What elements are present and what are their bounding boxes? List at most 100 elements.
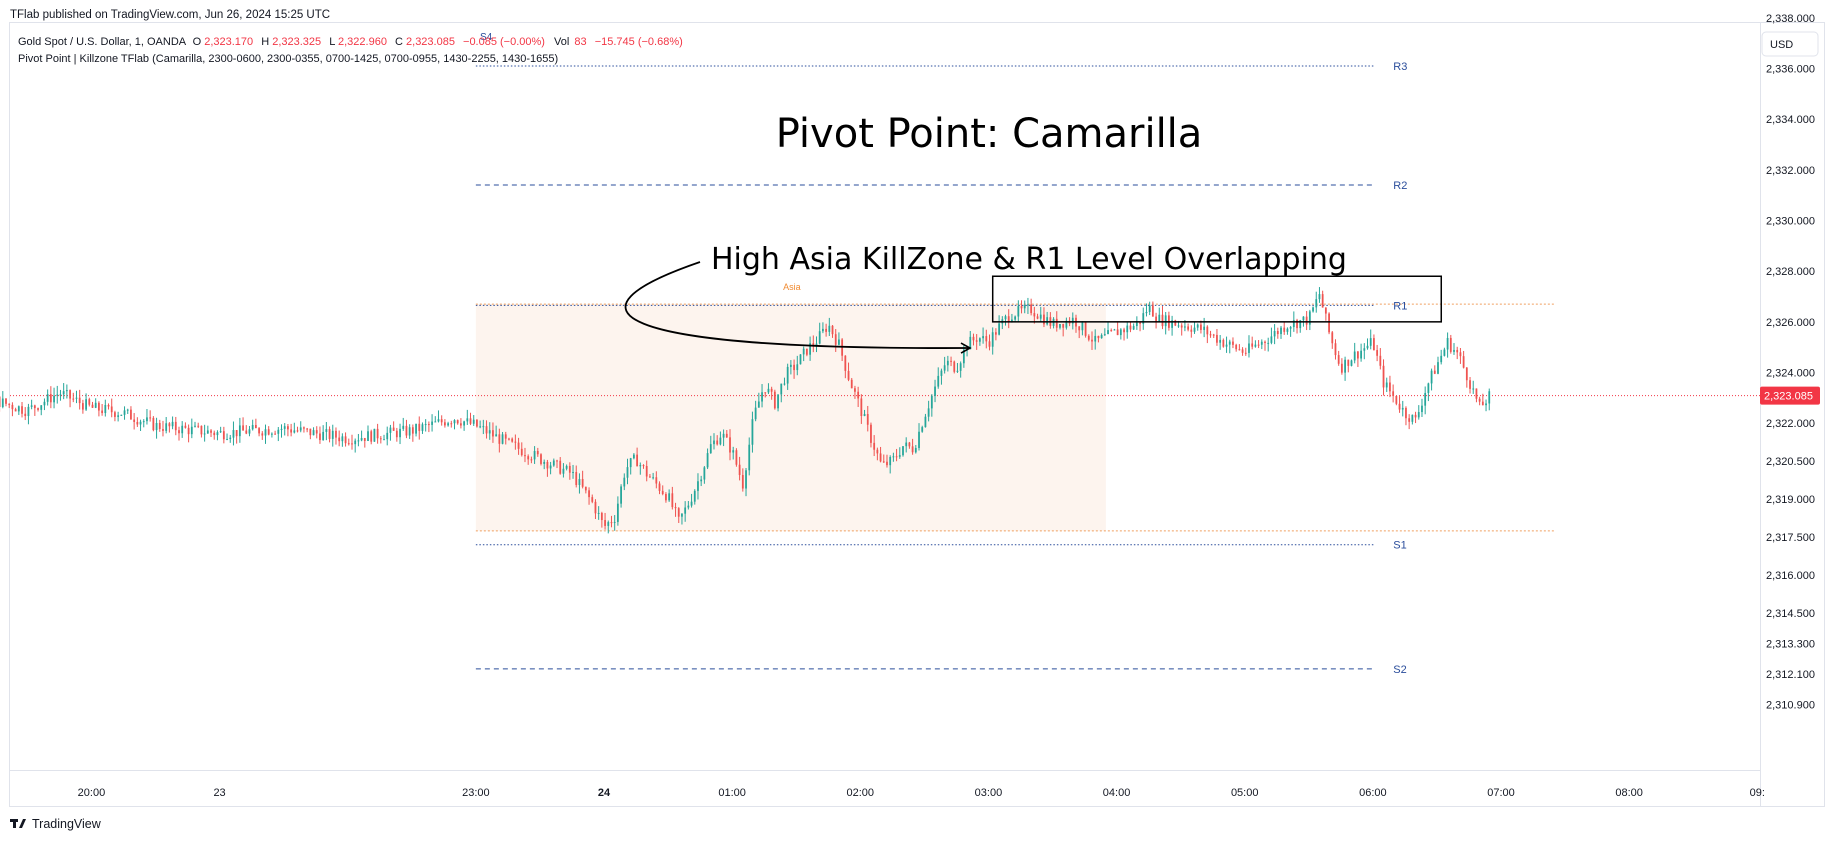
candle-body (1331, 332, 1334, 344)
candle-body (367, 431, 369, 441)
overlap-highlight-box (991, 275, 1443, 323)
candle-body (1296, 320, 1298, 329)
candle-body (879, 453, 882, 462)
candle-body (1283, 327, 1286, 332)
currency-button-box[interactable] (1761, 31, 1819, 57)
candle-body (56, 394, 59, 396)
candle-body (37, 408, 39, 410)
candle-body (924, 416, 927, 428)
candle-body (543, 461, 546, 464)
candle-body (697, 481, 699, 491)
candle-body (921, 427, 924, 432)
candle-body (434, 421, 437, 423)
candle-body (466, 418, 469, 422)
y-tick-label: 2,336.000 (1766, 64, 1815, 76)
candle-body (331, 430, 334, 439)
y-tick-label: 2,317.500 (1766, 532, 1815, 544)
candle-body (520, 448, 523, 456)
candle-body (584, 486, 587, 491)
candle-body (661, 490, 664, 494)
candle-body (1193, 327, 1196, 332)
candle-body (251, 424, 254, 430)
candle-body (238, 425, 241, 437)
candle-body (242, 425, 244, 431)
candle-body (546, 461, 549, 469)
candle-body (876, 449, 879, 454)
candle-body (206, 430, 209, 434)
candle-body (508, 438, 510, 440)
candle-body (1286, 328, 1289, 332)
candle-body (767, 388, 770, 393)
candle-body (114, 412, 116, 417)
candle-body (565, 465, 568, 469)
candle-body (549, 465, 552, 469)
candle-body (562, 468, 565, 474)
candle-body (1177, 325, 1180, 327)
candle-body (1030, 304, 1033, 314)
candle-body (1055, 318, 1058, 328)
y-tick-label: 2,326.000 (1766, 317, 1815, 329)
currency-button[interactable]: USD (1770, 39, 1793, 51)
candle-body (69, 390, 71, 399)
candle-body (258, 428, 260, 434)
candle-body (757, 401, 760, 408)
candle-body (1366, 345, 1369, 349)
candle-body (918, 431, 920, 448)
candle-body (1347, 359, 1350, 366)
candle-body (81, 403, 84, 410)
legend-symbol[interactable]: Gold Spot / U.S. Dollar, 1, OANDA (18, 36, 187, 48)
legend-low-label: L (329, 36, 335, 48)
legend-vol-label[interactable]: Vol (554, 36, 569, 48)
last-price-badge (1760, 386, 1820, 405)
candle-body (1369, 338, 1372, 346)
candle-body (616, 503, 619, 522)
candle-body (1200, 324, 1202, 330)
candle-body (482, 426, 485, 428)
candle-body (681, 513, 683, 517)
candle-body (1126, 325, 1129, 333)
candle-body (1222, 339, 1225, 347)
candle-body (1267, 342, 1270, 344)
legend-change: −0.085 (−0.00%) (463, 36, 545, 48)
footer-brand[interactable]: TradingView (32, 817, 102, 831)
candle-body (443, 422, 446, 426)
candle-body (1472, 388, 1475, 390)
candle-body (1241, 349, 1244, 353)
candle-body (17, 406, 20, 412)
candle-body (540, 454, 542, 464)
candle-body (1385, 382, 1388, 388)
candle-body (559, 460, 562, 474)
candle-body (216, 432, 219, 436)
candle-body (53, 395, 55, 403)
candle-body (1094, 335, 1097, 342)
candle-body (946, 360, 949, 366)
indicator-legend[interactable]: Pivot Point | Killzone TFlab (Camarilla,… (18, 53, 558, 65)
candle-body (1328, 313, 1330, 333)
candle-body (1289, 327, 1292, 329)
candle-body (1100, 335, 1103, 339)
candle-body (498, 434, 501, 444)
candle-body (1212, 334, 1215, 336)
candle-body (998, 323, 1001, 335)
candle-body (1350, 360, 1353, 366)
candle-body (1145, 311, 1148, 314)
candle-body (322, 431, 325, 441)
candle-body (190, 426, 193, 435)
x-axis-ticks: 19:0020:002323:002401:0002:0003:0004:000… (78, 787, 1765, 799)
candle-body (914, 447, 917, 453)
candle-body (882, 461, 885, 463)
pivot-label-s1: S1 (1393, 540, 1406, 552)
candle-body (1276, 331, 1279, 335)
candle-body (1395, 395, 1398, 404)
asia-label: Asia (783, 282, 801, 292)
candle-body (460, 423, 462, 426)
candle-body (1187, 326, 1190, 330)
candle-body (674, 507, 677, 509)
y-tick-label: 2,334.000 (1766, 114, 1815, 126)
candle-body (850, 379, 853, 389)
tradingview-logo-icon[interactable] (10, 819, 26, 828)
candle-body (658, 483, 661, 491)
candle-body (1392, 391, 1395, 396)
candle-body (594, 501, 597, 514)
